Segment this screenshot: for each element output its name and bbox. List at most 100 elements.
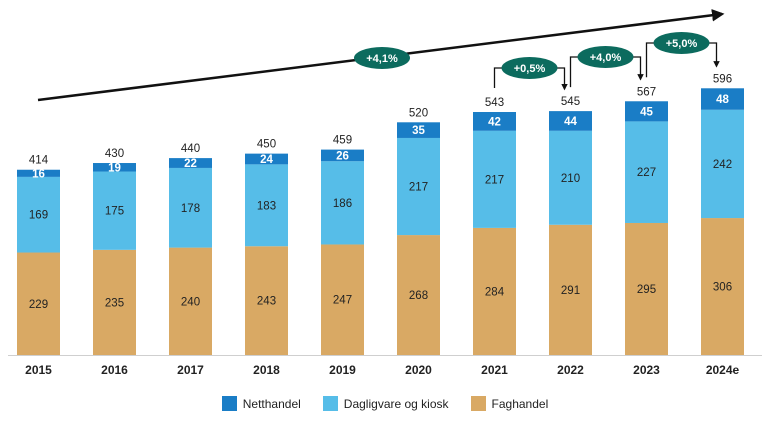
x-tick-label-2018: 2018 [253,363,280,377]
bar-segment-netthandel-2019 [321,149,364,162]
x-tick-label-2016: 2016 [101,363,128,377]
legend-swatch-faghandel [470,396,486,411]
growth-2023-2024e-bubble [653,32,710,54]
legend-swatch-dagligvare [322,396,338,411]
legend-label-netthandel: Netthandel [242,396,301,411]
data-label-faghandel-2022: 291 [561,285,580,297]
data-label-faghandel-2018: 243 [257,296,276,308]
legend-item-dagligvare: Dagligvare og kiosk [322,396,449,411]
bar-segment-netthandel-2024e [701,88,744,110]
growth-2022-2023-bubble [577,46,634,68]
x-tick-label-2023: 2023 [633,363,660,377]
bar-segment-faghandel-2021 [473,227,516,355]
bar-segment-faghandel-2022 [549,224,592,355]
bar-segment-netthandel-2016 [93,163,136,172]
growth-2022-2023-label: +4,0% [590,52,622,64]
growth-2021-2022-label: +0,5% [514,63,546,75]
x-tick-label-2022: 2022 [557,363,584,377]
data-label-dagligvare-og-kiosk-2017: 178 [181,203,200,215]
data-label-dagligvare-og-kiosk-2023: 227 [637,167,656,179]
data-label-dagligvare-og-kiosk-2018: 183 [257,200,276,212]
data-label-netthandel-2017: 22 [184,158,197,170]
bar-segment-dagligvare-og-kiosk-2024e [701,109,744,219]
bar-segment-faghandel-2020 [397,235,440,355]
bar-segment-dagligvare-og-kiosk-2022 [549,130,592,225]
total-label-2023: 567 [637,86,656,98]
bar-segment-dagligvare-og-kiosk-2016 [93,171,136,250]
total-label-2018: 450 [257,139,276,151]
bar-segment-faghandel-2023 [625,222,668,355]
growth-2023-2024e-label: +5,0% [666,38,698,50]
growth-cagr-bubble [354,47,410,69]
legend-label-faghandel: Faghandel [491,396,549,411]
bar-segment-netthandel-2017 [169,158,212,168]
legend-label-dagligvare: Dagligvare og kiosk [343,396,449,411]
data-label-netthandel-2019: 26 [336,150,349,162]
bar-segment-faghandel-2016 [93,249,136,355]
data-label-faghandel-2020: 268 [409,290,428,302]
total-label-2022: 545 [561,96,580,108]
data-label-faghandel-2015: 229 [29,299,48,311]
bar-segment-netthandel-2022 [549,111,592,131]
data-label-netthandel-2020: 35 [412,125,425,137]
bar-segment-dagligvare-og-kiosk-2019 [321,161,364,245]
total-label-2021: 543 [485,97,504,109]
growth-cagr-label: +4,1% [366,53,398,65]
bar-segment-netthandel-2015 [17,169,60,177]
data-label-dagligvare-og-kiosk-2021: 217 [485,174,504,186]
total-label-2017: 440 [181,143,200,155]
data-label-faghandel-2021: 284 [485,286,505,298]
bar-segment-dagligvare-og-kiosk-2018 [245,164,288,247]
data-label-dagligvare-og-kiosk-2016: 175 [105,206,124,218]
data-label-dagligvare-og-kiosk-2019: 186 [333,198,352,210]
bar-segment-netthandel-2021 [473,112,516,131]
legend-swatch-netthandel [221,396,237,411]
total-label-2019: 459 [333,135,352,147]
data-label-faghandel-2019: 247 [333,295,352,307]
bar-segment-faghandel-2015 [17,252,60,355]
data-label-netthandel-2023: 45 [640,106,653,118]
bar-segment-dagligvare-og-kiosk-2017 [169,167,212,248]
x-tick-label-2024e: 2024e [706,363,740,377]
data-label-netthandel-2022: 44 [564,116,577,128]
bar-segment-dagligvare-og-kiosk-2023 [625,121,668,223]
legend-item-netthandel: Netthandel [221,396,301,411]
bar-segment-netthandel-2023 [625,101,668,122]
bar-segment-dagligvare-og-kiosk-2021 [473,130,516,228]
bar-segment-faghandel-2018 [245,246,288,355]
bar-segment-dagligvare-og-kiosk-2020 [397,137,440,236]
data-label-faghandel-2017: 240 [181,296,200,308]
bar-segment-netthandel-2020 [397,122,440,138]
x-tick-label-2015: 2015 [25,363,52,377]
data-label-dagligvare-og-kiosk-2020: 217 [409,182,428,194]
data-label-netthandel-2016: 19 [108,162,121,174]
bar-segment-netthandel-2018 [245,153,288,165]
data-label-dagligvare-og-kiosk-2024e: 242 [713,159,732,171]
total-label-2015: 414 [29,155,49,167]
legend: Netthandel Dagligvare og kiosk Faghandel [0,396,770,411]
bar-segment-faghandel-2024e [701,218,744,355]
bar-segment-dagligvare-og-kiosk-2015 [17,176,60,253]
data-label-dagligvare-og-kiosk-2022: 210 [561,173,580,185]
x-tick-label-2021: 2021 [481,363,508,377]
bar-segment-faghandel-2019 [321,244,364,355]
data-label-dagligvare-og-kiosk-2015: 169 [29,210,48,222]
total-label-2020: 520 [409,107,428,119]
data-label-faghandel-2023: 295 [637,284,656,296]
data-label-faghandel-2016: 235 [105,297,124,309]
data-label-faghandel-2024e: 306 [713,282,732,294]
data-label-netthandel-2021: 42 [488,116,501,128]
bar-segment-faghandel-2017 [169,247,212,355]
legend-item-faghandel: Faghandel [470,396,549,411]
total-label-2016: 430 [105,148,124,160]
x-tick-label-2019: 2019 [329,363,356,377]
data-label-netthandel-2015: 16 [32,168,45,180]
growth-2021-2022-bubble [501,57,558,79]
total-label-2024e: 596 [713,73,732,85]
data-label-netthandel-2018: 24 [260,154,273,166]
x-tick-label-2020: 2020 [405,363,432,377]
x-tick-label-2017: 2017 [177,363,204,377]
data-label-netthandel-2024e: 48 [716,94,729,106]
